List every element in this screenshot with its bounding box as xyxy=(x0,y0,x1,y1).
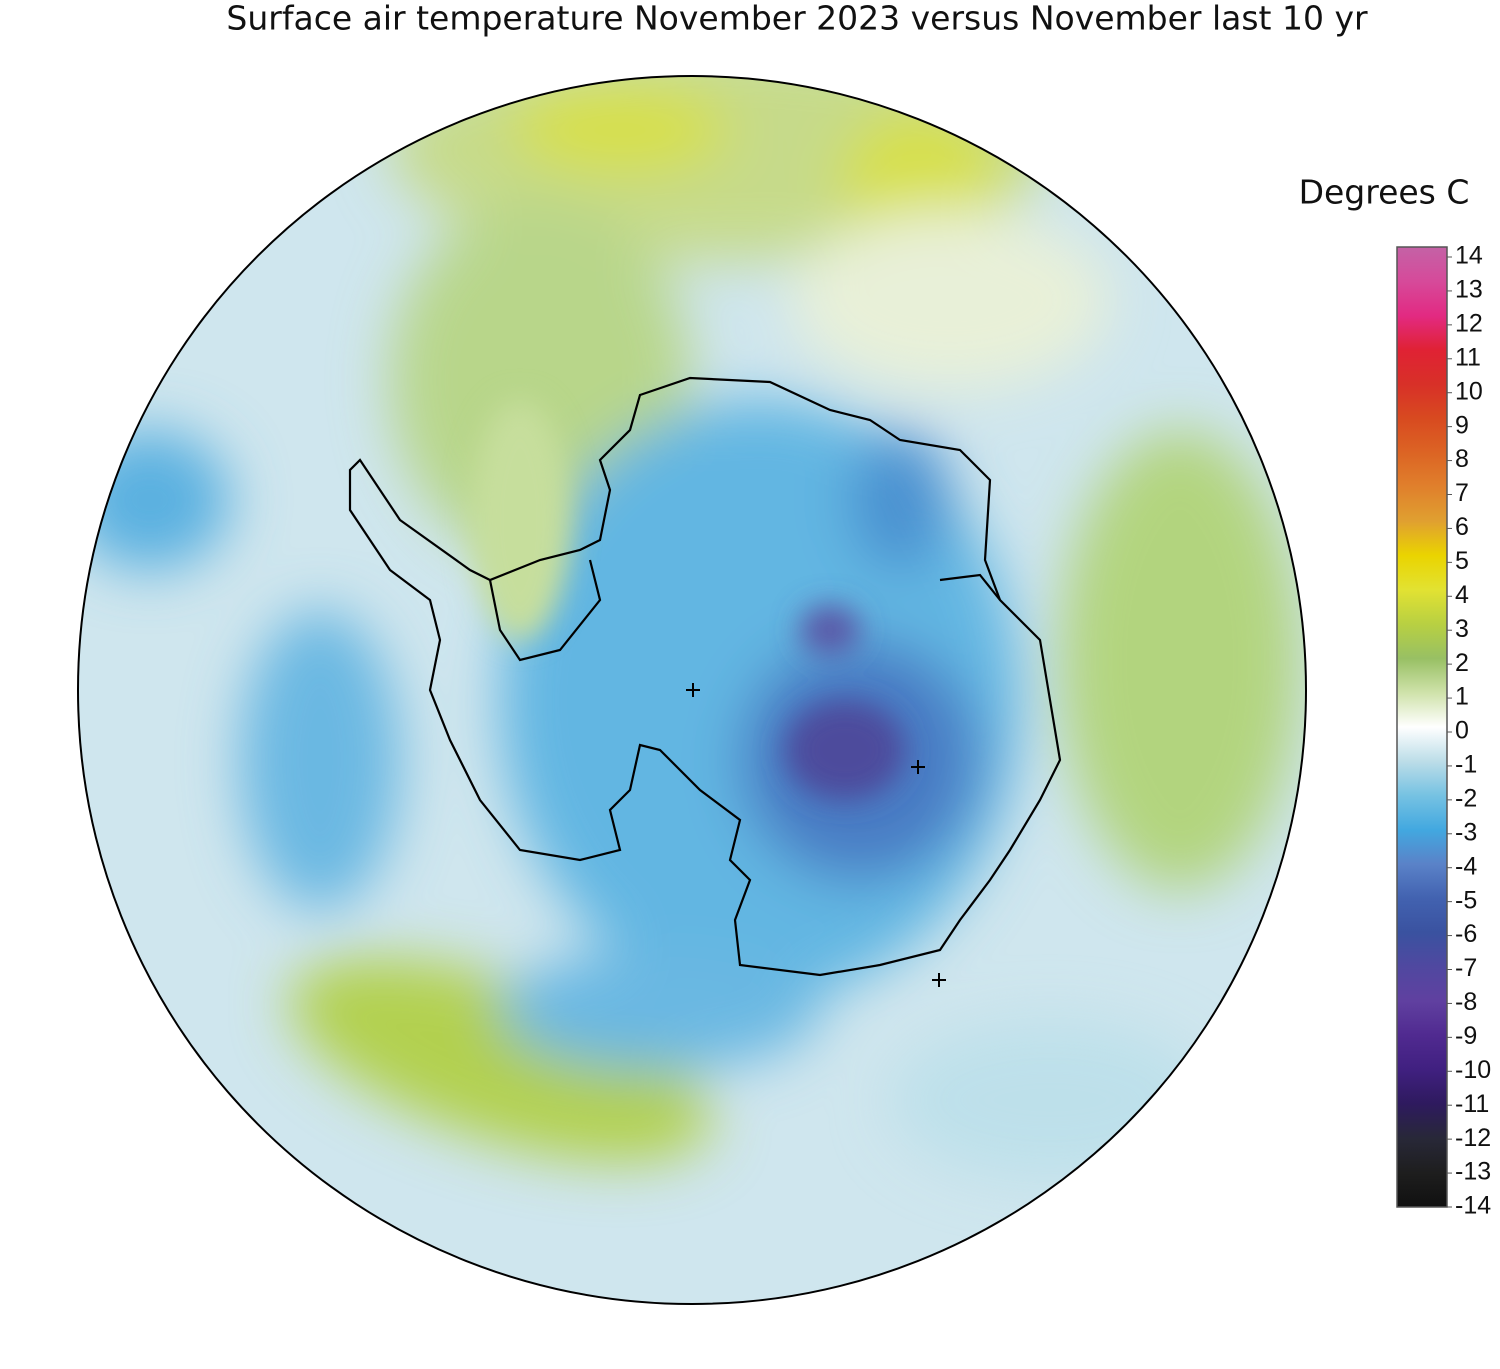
colorbar-tick-label: 3 xyxy=(1455,615,1469,643)
colorbar-label: Degrees C xyxy=(1299,173,1470,212)
colorbar-tick-label: 10 xyxy=(1455,377,1483,405)
colorbar-tick-label: -9 xyxy=(1455,1022,1477,1050)
colorbar-tick-label: 4 xyxy=(1455,581,1469,609)
colorbar-tick-label: 1 xyxy=(1455,683,1469,711)
map-boundary xyxy=(77,75,1307,1305)
colorbar-tick-label: -14 xyxy=(1455,1192,1491,1220)
markers xyxy=(686,683,946,987)
colorbar-tick-label: 8 xyxy=(1455,445,1469,473)
colorbar-tick-label: -12 xyxy=(1455,1124,1491,1152)
colorbar-tick-label: -13 xyxy=(1455,1158,1491,1186)
colorbar-tick-label: 2 xyxy=(1455,649,1469,677)
colorbar-tick-label: 7 xyxy=(1455,479,1469,507)
colorbar-tick-label: 6 xyxy=(1455,513,1469,541)
colorbar-tick-label: -7 xyxy=(1455,954,1477,982)
colorbar-tick-label: -1 xyxy=(1455,751,1477,779)
coastlines xyxy=(348,376,1062,977)
colorbar-tick-label: 13 xyxy=(1455,276,1483,304)
colorbar-tick-label: -11 xyxy=(1455,1090,1489,1118)
colorbar-tick-label: -10 xyxy=(1455,1056,1491,1084)
colorbar-tick-label: 12 xyxy=(1455,309,1483,337)
colorbar-tick-label: -6 xyxy=(1455,920,1477,948)
colorbar-tick-label: -4 xyxy=(1455,852,1477,880)
map-title: Surface air temperature November 2023 ve… xyxy=(226,0,1368,38)
colorbar xyxy=(1396,246,1448,1208)
colorbar-tick-label: -2 xyxy=(1455,784,1477,812)
colorbar-tick-label: 9 xyxy=(1455,411,1469,439)
temperature-field xyxy=(78,76,1306,1304)
colorbar-tick-label: -8 xyxy=(1455,988,1477,1016)
colorbar-tick-label: -3 xyxy=(1455,818,1477,846)
colorbar-tick-label: -5 xyxy=(1455,886,1477,914)
colorbar-tick-label: 0 xyxy=(1455,717,1469,745)
colorbar-tick-label: 5 xyxy=(1455,547,1469,575)
colorbar-tick-label: 14 xyxy=(1455,242,1483,270)
colorbar-tick-label: 11 xyxy=(1455,343,1481,371)
